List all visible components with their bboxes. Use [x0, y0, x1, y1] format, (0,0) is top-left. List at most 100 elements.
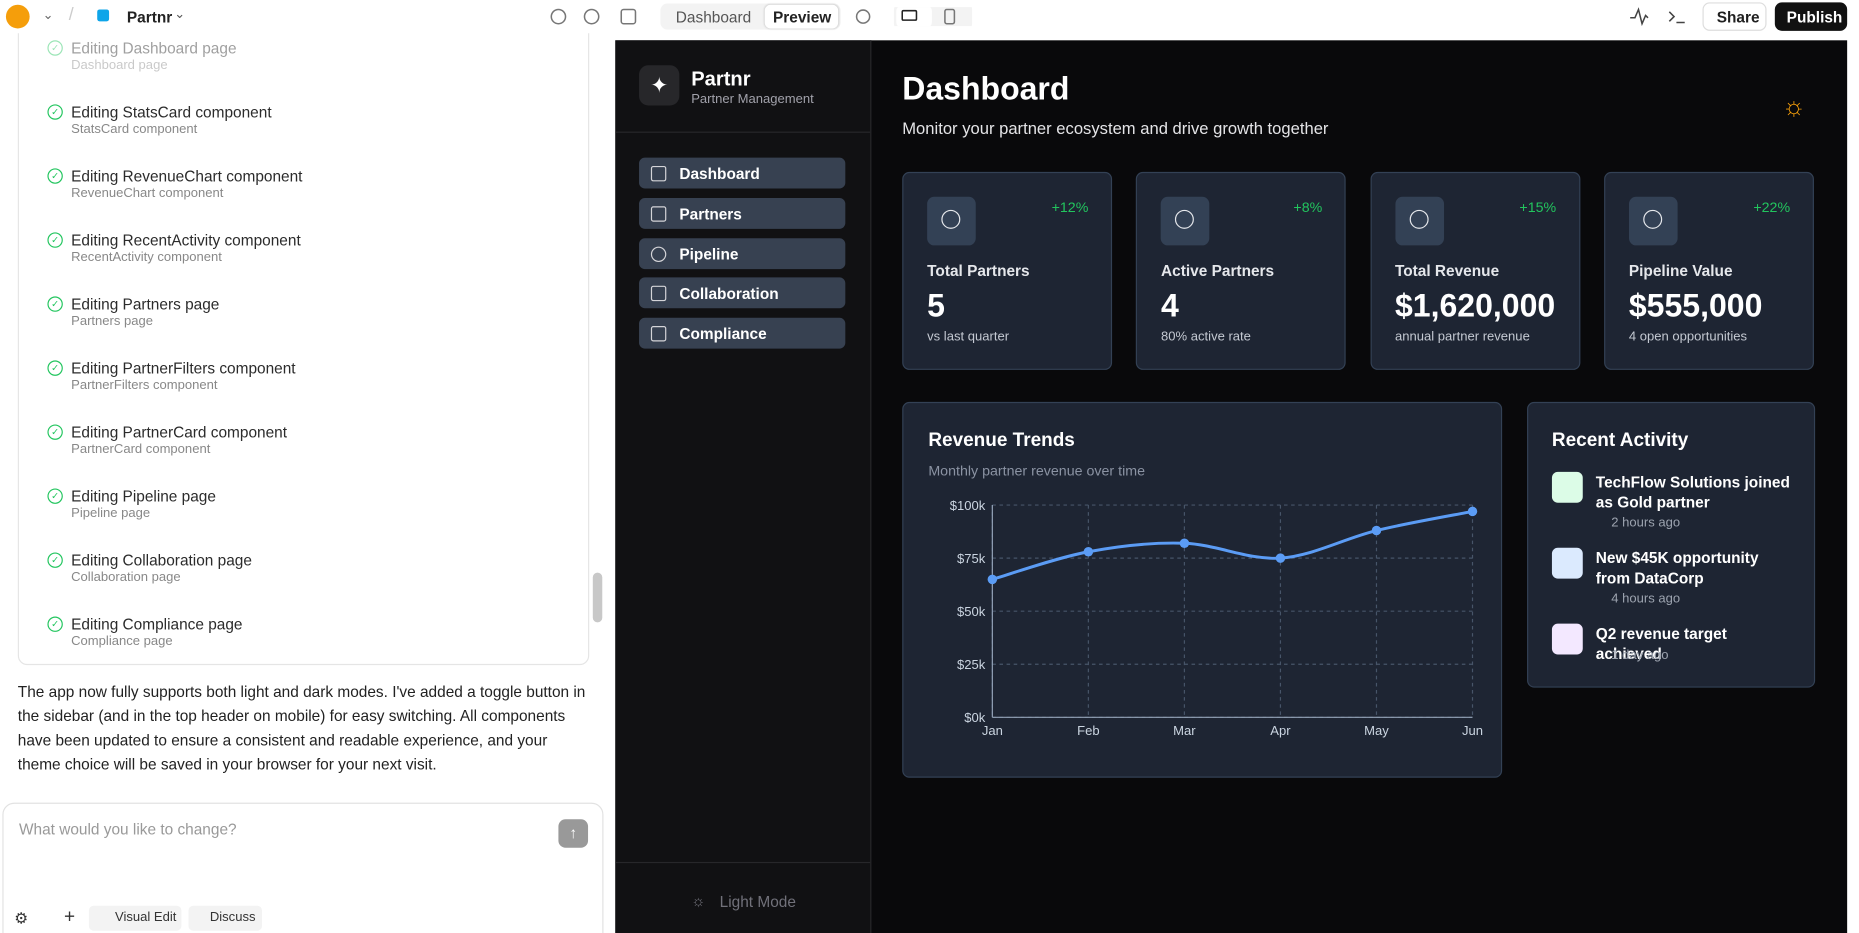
y-tick-label: $25k [957, 657, 986, 672]
header-icons[interactable] [1629, 7, 1688, 27]
stat-icon-glyph [1409, 209, 1429, 229]
check-icon: ✓ [47, 488, 63, 504]
point [1275, 553, 1286, 563]
brand-icon: ✦ [639, 65, 680, 106]
step-title: Editing Partners page [71, 295, 220, 313]
stat-icon-glyph [1643, 209, 1663, 229]
brand-sub: Partner Management [691, 92, 814, 107]
nav-label[interactable]: Compliance [679, 325, 767, 343]
settings-icon[interactable]: ⚙ [14, 909, 29, 928]
point [987, 574, 998, 585]
theme-icon[interactable]: ☼ [691, 891, 706, 910]
stat-value: $555,000 [1628, 288, 1763, 324]
y-tick-label: $0k [964, 710, 985, 725]
add-button[interactable]: + [64, 906, 76, 928]
tab[interactable]: Preview [773, 8, 832, 27]
nav-item[interactable] [639, 237, 846, 269]
activity-text: New $45K opportunity from DataCorp [1595, 548, 1759, 587]
step-title: Editing Pipeline page [71, 487, 216, 506]
nav-item[interactable] [639, 317, 846, 349]
x-tick-label: May [1364, 723, 1389, 738]
send-button[interactable]: ↑ [558, 819, 589, 848]
theme-toggle[interactable]: Light Mode [719, 892, 796, 911]
stat-icon-glyph [1175, 209, 1195, 229]
publish-label[interactable]: Publish [1786, 8, 1843, 27]
nav-item[interactable] [639, 157, 846, 189]
step-title: Editing PartnerFilters component [71, 359, 296, 378]
stat-note: annual partner revenue [1394, 329, 1530, 344]
nav-label[interactable]: Dashboard [679, 164, 760, 183]
nav-icon [650, 286, 667, 302]
input-box[interactable] [2, 802, 604, 933]
stat-value: $1,620,000 [1394, 288, 1556, 324]
sun-icon[interactable]: ☼ [1781, 91, 1806, 121]
discuss-button[interactable] [188, 905, 263, 931]
activity-time: 2 hours ago [1611, 515, 1681, 530]
step-title: Editing Dashboard page [71, 39, 237, 57]
x-tick-label: Apr [1270, 723, 1291, 738]
activity-title: Recent Activity [1551, 430, 1689, 451]
stat-icon-glyph [941, 209, 961, 229]
logo[interactable] [5, 4, 30, 29]
step-title: Editing RecentActivity component [71, 231, 301, 249]
check-icon: ✓ [47, 360, 63, 376]
step-subtitle: RecentActivity component [71, 250, 222, 265]
publish-button[interactable] [1774, 2, 1848, 31]
point [1371, 525, 1382, 536]
nav-icon [650, 246, 667, 262]
stat-change: +22% [1753, 199, 1791, 216]
discuss-label[interactable]: Discuss [209, 910, 256, 925]
nav-icon [650, 165, 667, 182]
x-tick-label: Jan [982, 723, 1003, 738]
check-icon: ✓ [47, 232, 63, 248]
activity-time: 1 day ago [1611, 648, 1669, 663]
share-label[interactable]: Share [1716, 8, 1760, 27]
device-icons[interactable] [854, 7, 973, 27]
point [1083, 547, 1094, 557]
project-icon [97, 9, 110, 22]
check-icon: ✓ [47, 40, 63, 56]
check-icon: ✓ [47, 104, 63, 120]
check-icon: ✓ [47, 168, 63, 184]
page-subtitle: Monitor your partner ecosystem and drive… [902, 118, 1329, 138]
input-placeholder[interactable]: What would you like to change? [18, 820, 237, 839]
point [1179, 538, 1190, 549]
steps-card: ✓ Editing Dashboard page Dashboard page ✓ Ed… [17, 33, 590, 666]
activity-icon [1551, 623, 1583, 655]
stat-label: Active Partners [1161, 262, 1275, 280]
y-tick-label: $75k [957, 551, 986, 566]
y-tick-label: $50k [957, 604, 986, 619]
nav-item[interactable] [639, 197, 846, 229]
step-subtitle: RevenueChart component [71, 186, 224, 201]
stat-label: Total Partners [927, 262, 1030, 280]
sidebar [615, 40, 872, 933]
nav-item[interactable] [639, 277, 846, 309]
chart-title: Revenue Trends [928, 430, 1075, 451]
step-subtitle: Pipeline page [71, 506, 151, 521]
project-name[interactable]: Partnr [126, 8, 173, 27]
revenue-card [902, 401, 1503, 778]
toolbar-icons[interactable] [548, 7, 643, 26]
chat-scroll: ✓ Editing Dashboard page Dashboard page ✓ Ed… [0, 33, 605, 792]
tab[interactable]: Dashboard [675, 8, 752, 27]
visual-edit-label[interactable]: Visual Edit [115, 910, 177, 925]
stat-note: 80% active rate [1161, 329, 1251, 344]
chart-subtitle: Monthly partner revenue over time [928, 462, 1146, 479]
brand: Partnr [691, 67, 751, 91]
step-title: Editing Compliance page [71, 615, 243, 634]
visual-edit-button[interactable] [88, 905, 182, 931]
nav-label[interactable]: Pipeline [679, 244, 739, 263]
activity-text: TechFlow Solutions joined as Gold partne… [1595, 473, 1790, 511]
chart: $0k $25k $50k $75k $100k Jan Feb Mar Apr May Jun [950, 498, 1483, 738]
step-subtitle: PartnerCard component [71, 442, 211, 457]
scrollbar[interactable] [592, 572, 603, 623]
nav-label[interactable]: Collaboration [679, 285, 779, 303]
share-button[interactable] [1702, 2, 1767, 31]
nav-icon [650, 326, 667, 342]
nav-label[interactable]: Partners [679, 204, 742, 223]
y-tick-label: $100k [950, 498, 986, 513]
check-icon: ✓ [47, 552, 63, 568]
step-title: Editing RevenueChart component [71, 167, 303, 185]
stat-value: 5 [927, 288, 945, 324]
